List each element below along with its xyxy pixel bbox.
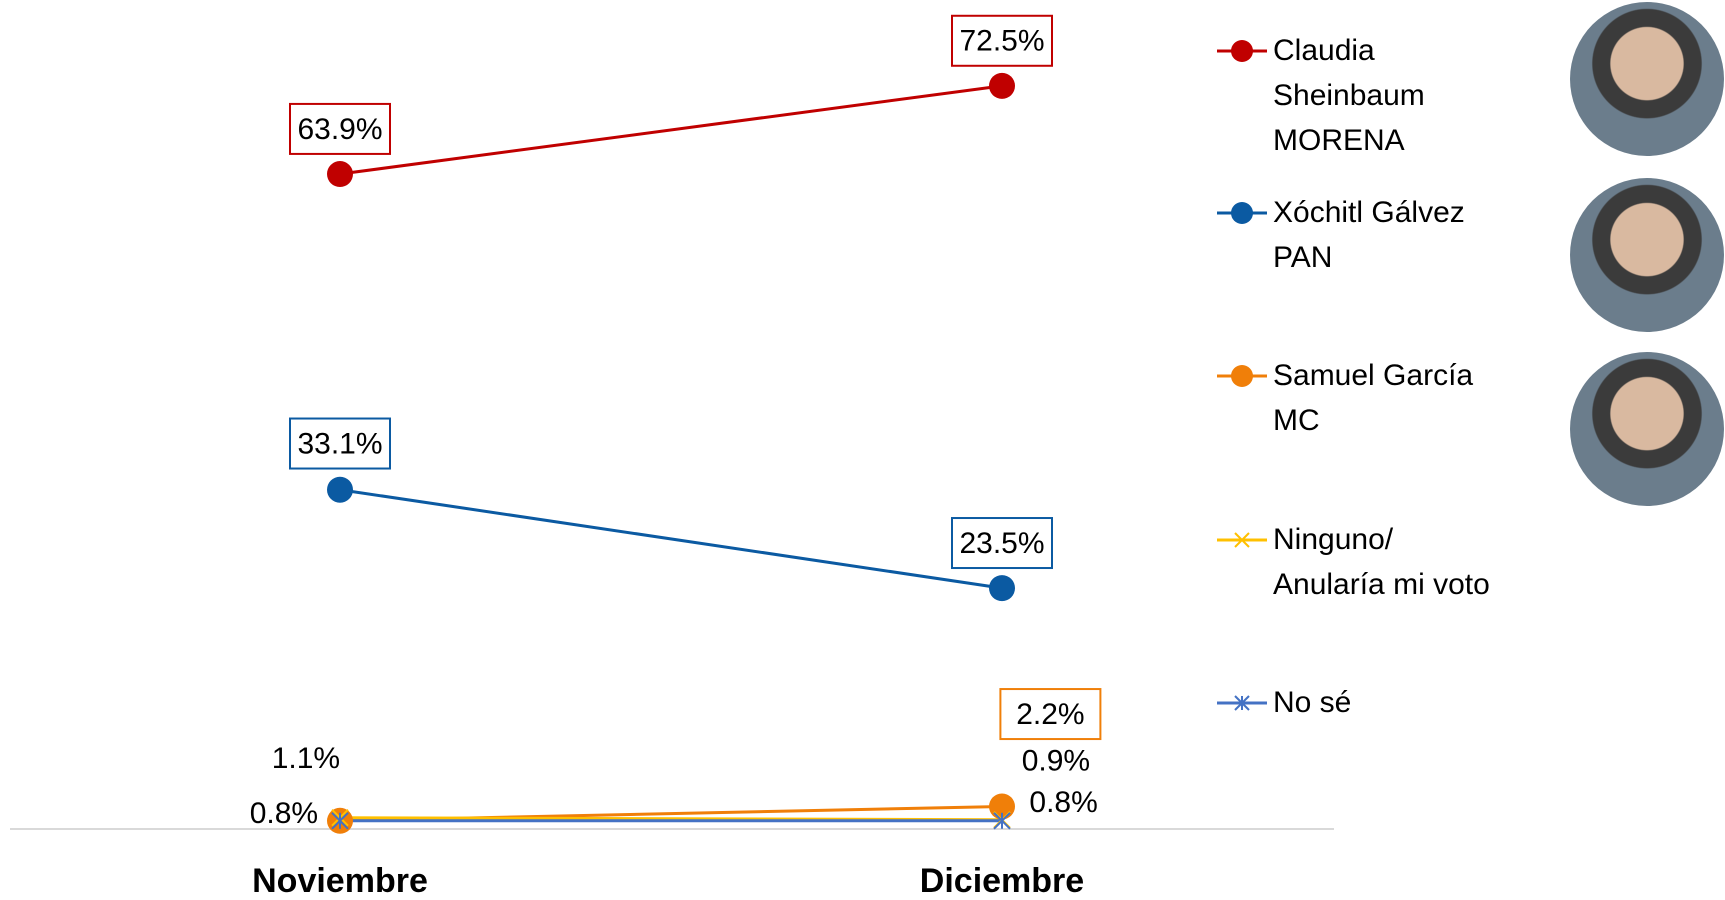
- x-tick-label: Noviembre: [252, 862, 428, 900]
- legend-label: Samuel García MC: [1273, 359, 1474, 437]
- legend-item: Samuel García MC: [1215, 353, 1473, 443]
- legend-swatch: [1217, 532, 1267, 548]
- data-label: 2.2%: [1016, 698, 1084, 731]
- legend-item: Ninguno/ Anularía mi voto: [1215, 517, 1490, 607]
- marker: [327, 476, 353, 503]
- legend-swatch: [1217, 40, 1267, 62]
- legend-label: No sé: [1273, 686, 1352, 719]
- marker: [993, 812, 1011, 830]
- legend-item: Claudia Sheinbaum MORENA: [1215, 28, 1425, 163]
- label-box: [289, 102, 391, 155]
- legend-item: Xóchitl Gálvez PAN: [1215, 190, 1465, 280]
- data-label: 1.1%: [272, 742, 340, 775]
- legend-label: Claudia Sheinbaum MORENA: [1273, 34, 1425, 157]
- marker: [989, 575, 1015, 602]
- series-line: [339, 84, 1003, 176]
- legend-marker: [1231, 40, 1253, 62]
- data-label: 23.5%: [959, 527, 1044, 560]
- legend-label: Ninguno/ Anularía mi voto: [1273, 523, 1490, 601]
- data-label: 33.1%: [297, 427, 382, 460]
- data-label: 72.5%: [959, 25, 1044, 58]
- legend-marker: [1234, 532, 1250, 548]
- legend-label: Xóchitl Gálvez PAN: [1273, 196, 1465, 274]
- data-label: 0.8%: [250, 797, 318, 830]
- legend-swatch: [1217, 202, 1267, 224]
- data-label: 63.9%: [297, 113, 382, 146]
- label-box: [999, 688, 1102, 741]
- x-tick-label: Diciembre: [920, 862, 1084, 900]
- label-box: [951, 14, 1053, 67]
- data-label: 0.9%: [1022, 744, 1090, 777]
- label-box: [951, 517, 1053, 570]
- label-box: [289, 417, 391, 470]
- candidate-photo: [1570, 178, 1724, 332]
- candidate-photo: [1570, 352, 1724, 506]
- marker-stroke: [1234, 532, 1250, 548]
- marker: [327, 161, 353, 188]
- legend-marker: [1231, 202, 1253, 224]
- legend-marker: [1231, 365, 1253, 387]
- candidate-photo: [1570, 2, 1724, 156]
- legend-swatch: [1217, 695, 1267, 711]
- marker: [989, 72, 1015, 99]
- marker: [331, 812, 349, 830]
- legend-swatch: [1217, 365, 1267, 387]
- legend-item: No sé: [1215, 680, 1351, 725]
- legend-marker: [1234, 695, 1250, 711]
- series-line: [339, 488, 1003, 590]
- data-label: 0.8%: [1029, 786, 1097, 819]
